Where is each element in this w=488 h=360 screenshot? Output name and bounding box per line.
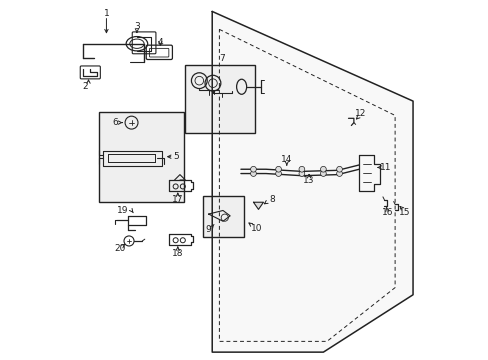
Text: 15: 15	[399, 208, 410, 217]
Text: 13: 13	[303, 176, 314, 185]
Circle shape	[250, 171, 256, 176]
Polygon shape	[253, 202, 263, 210]
Circle shape	[298, 166, 304, 172]
Circle shape	[275, 171, 281, 176]
Bar	[99, 112, 183, 202]
Text: 2: 2	[82, 82, 87, 91]
Text: 1: 1	[103, 9, 109, 18]
Polygon shape	[212, 12, 412, 352]
Text: 17: 17	[172, 195, 183, 204]
Text: 10: 10	[251, 224, 262, 233]
Circle shape	[250, 166, 256, 172]
Text: 12: 12	[355, 109, 366, 118]
Text: 3: 3	[134, 22, 140, 31]
Text: 9: 9	[205, 225, 211, 234]
Text: 14: 14	[281, 155, 292, 164]
Circle shape	[275, 166, 281, 172]
Bar	[185, 65, 255, 134]
Text: 20: 20	[114, 244, 125, 253]
Circle shape	[336, 171, 342, 176]
Text: 18: 18	[172, 249, 183, 258]
Text: 16: 16	[382, 208, 393, 217]
Text: 7: 7	[219, 54, 224, 63]
Circle shape	[336, 166, 342, 172]
Circle shape	[298, 171, 304, 176]
Text: 6: 6	[112, 118, 118, 127]
Circle shape	[320, 166, 325, 172]
Bar	[203, 196, 244, 237]
Text: 11: 11	[379, 163, 390, 172]
Text: 4: 4	[157, 38, 163, 47]
Text: 5: 5	[173, 152, 179, 161]
Text: 8: 8	[268, 195, 274, 204]
Text: 19: 19	[117, 206, 128, 215]
Circle shape	[320, 171, 325, 176]
